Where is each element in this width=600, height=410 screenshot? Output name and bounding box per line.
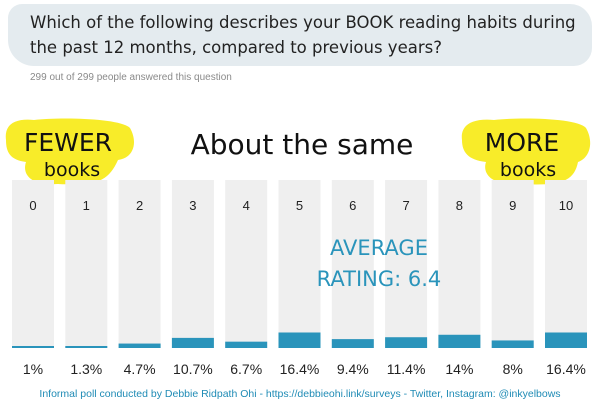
category-label-2: 2 [136, 198, 143, 213]
fewer-books-label: books [44, 159, 100, 181]
bar-8 [438, 334, 481, 348]
bar-6 [331, 339, 374, 348]
category-label-10: 10 [559, 198, 573, 213]
bar-4 [225, 341, 268, 348]
category-label-0: 0 [29, 198, 36, 213]
value-label-2: 4.7% [124, 361, 156, 377]
bar-track-2 [118, 180, 161, 348]
value-label-0: 1% [23, 361, 43, 377]
more-label: MORE [485, 128, 559, 157]
center-label: About the same [191, 128, 414, 161]
value-label-9: 8% [503, 361, 523, 377]
category-label-8: 8 [456, 198, 463, 213]
bar-2 [118, 343, 161, 348]
question-card [8, 4, 592, 66]
category-label-6: 6 [349, 198, 356, 213]
more-highlight [461, 118, 591, 185]
category-label-5: 5 [296, 198, 303, 213]
bar-track-7 [385, 180, 428, 348]
bar-track-10 [545, 180, 587, 348]
category-label-7: 7 [402, 198, 409, 213]
fewer-label: FEWER [24, 128, 112, 157]
average-label-line2: RATING: 6.4 [317, 267, 442, 291]
bar-9 [491, 340, 534, 348]
bar-track-8 [438, 180, 481, 348]
footer-credit: Informal poll conducted by Debbie Ridpat… [39, 388, 561, 400]
bar-1 [65, 346, 108, 348]
more-books-label: books [500, 159, 556, 181]
category-label-4: 4 [243, 198, 250, 213]
value-label-8: 14% [445, 361, 473, 377]
value-label-5: 16.4% [280, 361, 320, 377]
value-label-3: 10.7% [173, 361, 213, 377]
rating-chart: FEWER books About the same MORE books 0 1… [5, 118, 591, 377]
bar-0 [12, 346, 54, 348]
value-label-1: 1.3% [70, 361, 102, 377]
question-text: Which of the following describes your BO… [30, 13, 576, 57]
bar-5 [278, 332, 321, 348]
value-label-7: 11.4% [387, 361, 426, 377]
bar-track-0 [12, 180, 54, 348]
bar-7 [385, 337, 428, 348]
category-label-3: 3 [189, 198, 196, 213]
bar-track-3 [171, 180, 214, 348]
value-label-6: 9.4% [337, 361, 369, 377]
category-label-1: 1 [83, 198, 90, 213]
average-label-line1: AVERAGE [330, 236, 428, 260]
bars-group: 0 1% 1 1.3% 2 4.7% 3 10.7% 4 6.7% 5 16.4% 6 9.4% 7 11.4… [12, 180, 587, 377]
bar-track-4 [225, 180, 268, 348]
answered-count: 299 out of 299 people answered this ques… [30, 72, 232, 83]
value-label-10: 16.4% [546, 361, 586, 377]
bar-10 [545, 332, 587, 348]
value-label-4: 6.7% [230, 361, 262, 377]
bar-3 [171, 337, 214, 348]
category-label-9: 9 [509, 198, 516, 213]
fewer-highlight [5, 118, 135, 185]
bar-track-9 [491, 180, 534, 348]
bar-track-6 [331, 180, 374, 348]
bar-track-1 [65, 180, 108, 348]
bar-track-5 [278, 180, 321, 348]
